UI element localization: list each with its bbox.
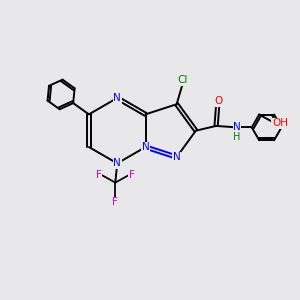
Text: N: N <box>142 142 149 152</box>
Text: N: N <box>113 93 121 103</box>
Text: O: O <box>214 96 222 106</box>
Text: F: F <box>112 197 118 207</box>
Text: OH: OH <box>272 118 288 128</box>
Text: N: N <box>233 122 241 132</box>
Text: F: F <box>96 170 102 180</box>
Text: Cl: Cl <box>178 75 188 85</box>
Text: H: H <box>233 132 241 142</box>
Text: N: N <box>173 152 181 162</box>
Text: F: F <box>129 170 135 180</box>
Text: N: N <box>113 158 121 168</box>
